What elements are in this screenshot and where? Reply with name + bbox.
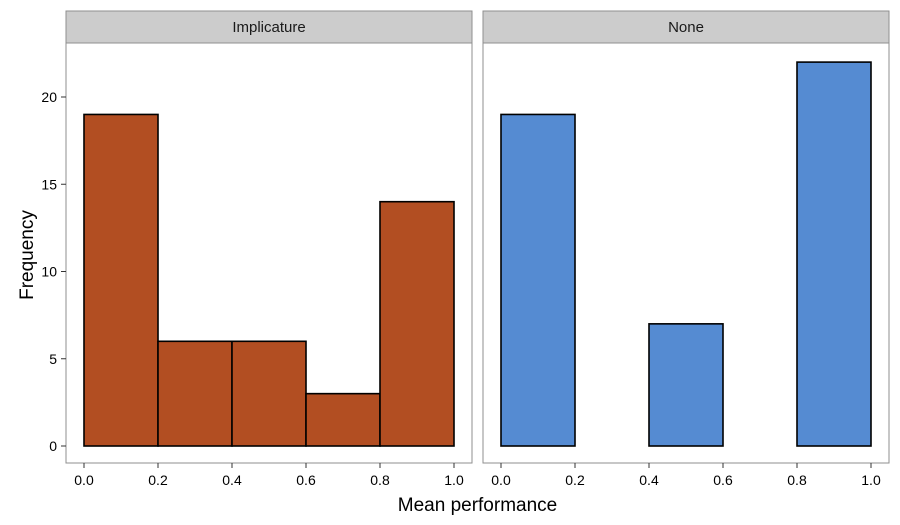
facet-strip-label: None: [668, 19, 704, 36]
x-tick-label: 0.2: [148, 472, 168, 488]
y-tick-label: 10: [41, 264, 57, 280]
x-tick-label: 0.6: [296, 472, 316, 488]
facet-panel-none: None 0.0 0.2 0.4 0.6 0.8 1.0: [482, 10, 890, 488]
y-axis: 0 5 10 15 20: [41, 89, 66, 454]
y-tick-label: 0: [49, 438, 57, 454]
histogram-bar: [305, 392, 381, 447]
x-tick-label: 0.6: [713, 472, 733, 488]
x-tick-label: 0.8: [787, 472, 807, 488]
facet-panel-implicature: Implicature 0.0 0.2 0.4 0.6 0.8 1.0: [65, 10, 473, 488]
facet-strip-label: Implicature: [232, 19, 305, 36]
x-tick-label: 0.4: [222, 472, 242, 488]
histogram-bar: [796, 61, 872, 447]
histogram-bar: [379, 200, 455, 447]
y-axis-title: Frequency: [17, 210, 38, 300]
y-tick-label: 20: [41, 89, 57, 105]
x-tick-label: 1.0: [861, 472, 881, 488]
x-tick-label: 0.0: [491, 472, 511, 488]
histogram-bar: [648, 323, 724, 447]
histogram-bar: [500, 113, 576, 447]
x-tick-label: 0.8: [370, 472, 390, 488]
x-tick-label: 0.0: [74, 472, 94, 488]
x-axis-title: Mean performance: [398, 495, 557, 516]
facet-strip-background: [65, 10, 473, 44]
panels-layer: Implicature 0.0 0.2 0.4 0.6 0.8 1.0 None 0.0 0.2 0…: [65, 10, 890, 488]
y-tick-label: 15: [41, 176, 57, 192]
facet-strip-background: [482, 10, 890, 44]
histogram-bar: [231, 340, 307, 447]
histogram-bar: [157, 340, 233, 447]
x-tick-label: 1.0: [444, 472, 464, 488]
x-tick-label: 0.2: [565, 472, 585, 488]
histogram-bar: [83, 113, 159, 447]
y-tick-label: 5: [49, 351, 57, 367]
x-tick-label: 0.4: [639, 472, 659, 488]
